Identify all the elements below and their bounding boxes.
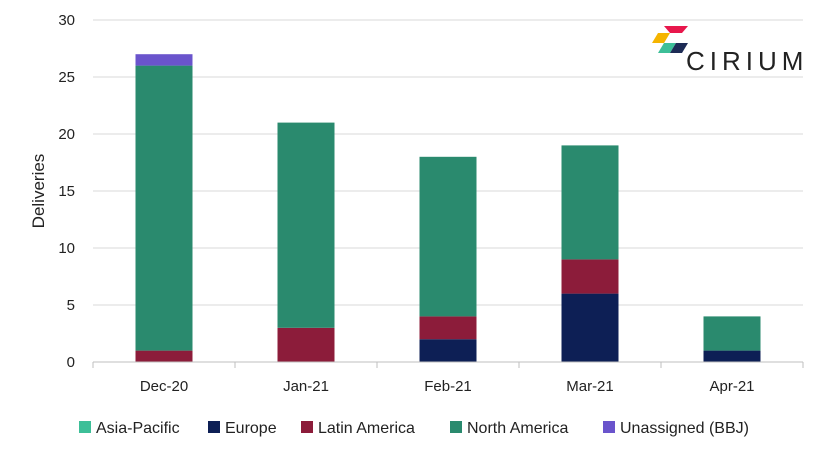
bar-segment-north-america (703, 316, 761, 351)
bar-segment-europe (703, 350, 761, 362)
bar-segment-europe (561, 293, 619, 362)
x-axis-ticks: Dec-20 Jan-21 Feb-21 Mar-21 Apr-21 (92, 362, 804, 395)
legend-label: North America (467, 420, 568, 437)
bar-segment-latin-america (561, 259, 619, 294)
bar-segment-latin-america (135, 350, 193, 362)
y-tick-label: 15 (58, 183, 75, 200)
y-axis-ticks: 0 5 10 15 20 25 30 (58, 12, 75, 371)
x-tick-label: Feb-21 (424, 378, 472, 395)
logo-shard-yellow (652, 33, 670, 43)
x-tick-label: Mar-21 (566, 378, 614, 395)
bars (135, 54, 761, 362)
legend-label: Asia-Pacific (96, 420, 180, 437)
bar-segment-north-america (135, 65, 193, 351)
y-axis-title: Deliveries (29, 154, 48, 229)
y-tick-label: 25 (58, 69, 75, 86)
bar-segment-north-america (561, 145, 619, 260)
y-tick-label: 30 (58, 12, 75, 29)
logo-shard-red-2 (676, 26, 688, 33)
x-tick-label: Dec-20 (140, 378, 188, 395)
legend: Asia-Pacific Europe Latin America North Ame… (79, 420, 749, 437)
cirium-logo-icon: CIRIUM (652, 26, 808, 76)
x-tick-label: Apr-21 (709, 378, 754, 395)
bar-segment-latin-america (277, 327, 335, 362)
y-tick-label: 5 (67, 297, 75, 314)
logo-shard-navy (670, 43, 688, 53)
y-tick-label: 20 (58, 126, 75, 143)
legend-swatch (301, 421, 313, 433)
legend-swatch (208, 421, 220, 433)
x-tick-label: Jan-21 (283, 378, 329, 395)
bar-segment-unassigned-bbj (135, 54, 193, 66)
legend-swatch (603, 421, 615, 433)
bar-segment-north-america (277, 122, 335, 328)
y-tick-label: 0 (67, 354, 75, 371)
bar-segment-latin-america (419, 316, 477, 340)
y-tick-label: 10 (58, 240, 75, 257)
bar-segment-europe (419, 339, 477, 362)
legend-label: Latin America (318, 420, 415, 437)
legend-label: Unassigned (BBJ) (620, 420, 749, 437)
legend-swatch (79, 421, 91, 433)
logo-wordmark: CIRIUM (686, 46, 808, 76)
legend-swatch (450, 421, 462, 433)
legend-label: Europe (225, 420, 277, 437)
bar-segment-north-america (419, 156, 477, 317)
